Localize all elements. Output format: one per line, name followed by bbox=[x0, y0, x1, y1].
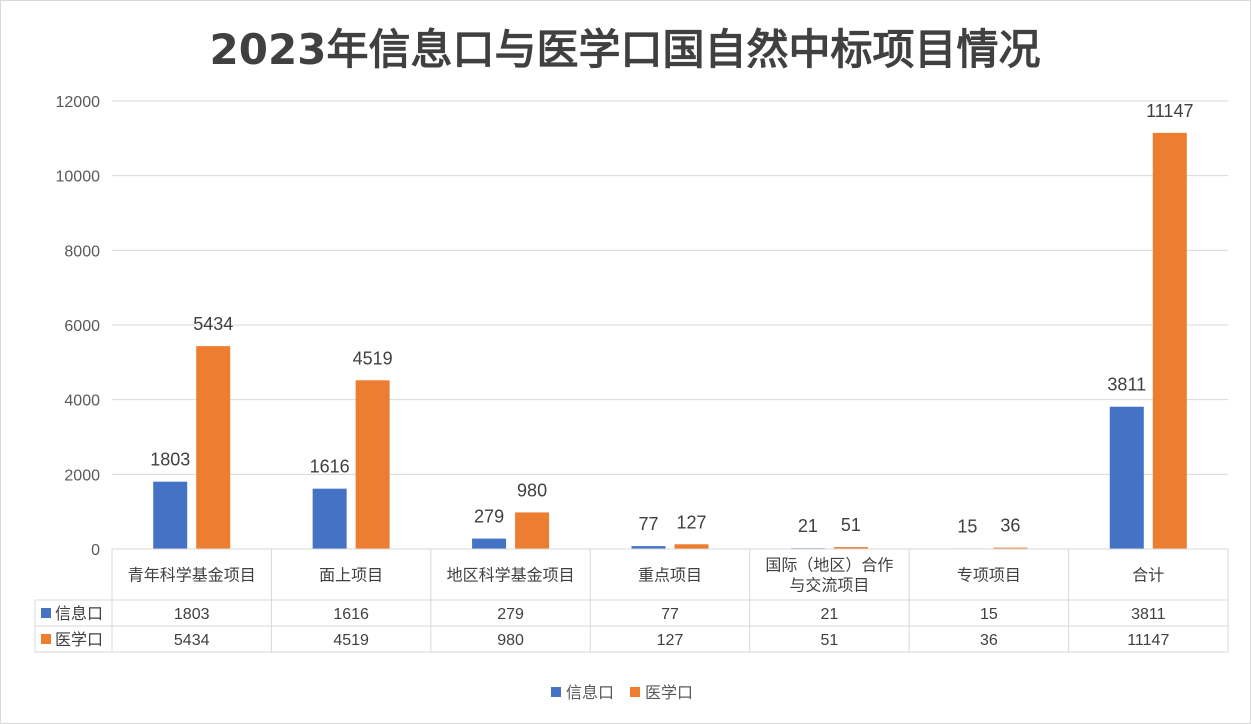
table-cell: 5434 bbox=[174, 632, 210, 649]
table-cell: 11147 bbox=[1127, 632, 1169, 649]
table-cell: 36 bbox=[980, 632, 998, 649]
table-cell: 1616 bbox=[333, 606, 369, 623]
data-label: 15 bbox=[957, 516, 977, 536]
table-cell: 77 bbox=[661, 606, 679, 623]
legend: 信息口 医学口 bbox=[551, 683, 693, 702]
bar bbox=[993, 547, 1028, 549]
data-label: 1616 bbox=[310, 457, 350, 477]
category-label: 与交流项目 bbox=[789, 576, 869, 595]
bar bbox=[833, 547, 868, 549]
data-label: 51 bbox=[841, 515, 861, 535]
y-tick-label: 10000 bbox=[56, 169, 101, 186]
legend-label: 信息口 bbox=[566, 683, 614, 702]
bar bbox=[472, 538, 507, 549]
y-tick-label: 8000 bbox=[64, 243, 100, 260]
series-key bbox=[41, 634, 51, 644]
category-label: 国际（地区）合作 bbox=[765, 556, 893, 575]
bar bbox=[153, 481, 188, 549]
table-cell: 980 bbox=[497, 632, 524, 649]
legend-key bbox=[630, 687, 640, 697]
data-label: 3811 bbox=[1107, 375, 1146, 395]
bar bbox=[1152, 132, 1187, 549]
data-label: 36 bbox=[1000, 516, 1020, 536]
legend-key bbox=[551, 687, 561, 697]
bar bbox=[631, 546, 666, 549]
category-label: 合计 bbox=[1132, 566, 1164, 585]
gridlines bbox=[112, 100, 1228, 475]
data-label: 980 bbox=[517, 480, 547, 500]
bar bbox=[515, 512, 550, 549]
data-labels: 1803 1616 279 77 21 15 3811 5434 4519 980 127 51 36 1… bbox=[150, 101, 1193, 537]
table-cell: 21 bbox=[821, 606, 839, 623]
table-cell: 4519 bbox=[333, 632, 369, 649]
series-row-label: 医学口 bbox=[55, 630, 103, 649]
category-label: 重点项目 bbox=[638, 566, 702, 585]
y-axis: 0 2000 4000 6000 8000 10000 12000 bbox=[56, 94, 101, 559]
table-cell: 51 bbox=[821, 632, 839, 649]
y-tick-label: 6000 bbox=[64, 318, 100, 335]
table-cell: 1803 bbox=[174, 606, 210, 623]
bar bbox=[674, 544, 709, 549]
y-tick-label: 4000 bbox=[64, 393, 100, 410]
y-tick-label: 2000 bbox=[64, 467, 100, 484]
category-label: 地区科学基金项目 bbox=[447, 566, 575, 585]
bar bbox=[196, 346, 231, 549]
data-label: 77 bbox=[638, 514, 658, 534]
table-cell: 15 bbox=[980, 606, 998, 623]
data-label: 4519 bbox=[353, 348, 393, 368]
category-label: 青年科学基金项目 bbox=[128, 566, 256, 585]
bar bbox=[1109, 406, 1144, 549]
y-tick-label: 12000 bbox=[56, 94, 101, 111]
bars bbox=[153, 132, 1187, 549]
data-label: 279 bbox=[474, 507, 504, 527]
data-label: 11147 bbox=[1146, 101, 1193, 121]
bar bbox=[355, 380, 390, 549]
bar bbox=[312, 488, 347, 549]
table-cell: 127 bbox=[657, 632, 684, 649]
series-key bbox=[41, 608, 51, 618]
category-label: 专项项目 bbox=[957, 566, 1021, 585]
table-cell: 3811 bbox=[1131, 606, 1166, 623]
data-label: 21 bbox=[798, 516, 818, 536]
legend-label: 医学口 bbox=[645, 683, 693, 702]
chart-title: 2023年信息口与医学口国自然中标项目情况 bbox=[210, 25, 1041, 74]
series-row-label: 信息口 bbox=[55, 604, 103, 623]
y-tick-label: 0 bbox=[91, 542, 100, 559]
data-label: 1803 bbox=[150, 450, 190, 470]
category-label: 面上项目 bbox=[319, 566, 383, 585]
data-label: 127 bbox=[676, 512, 706, 532]
data-label: 5434 bbox=[193, 314, 233, 334]
table-cell: 279 bbox=[497, 606, 524, 623]
